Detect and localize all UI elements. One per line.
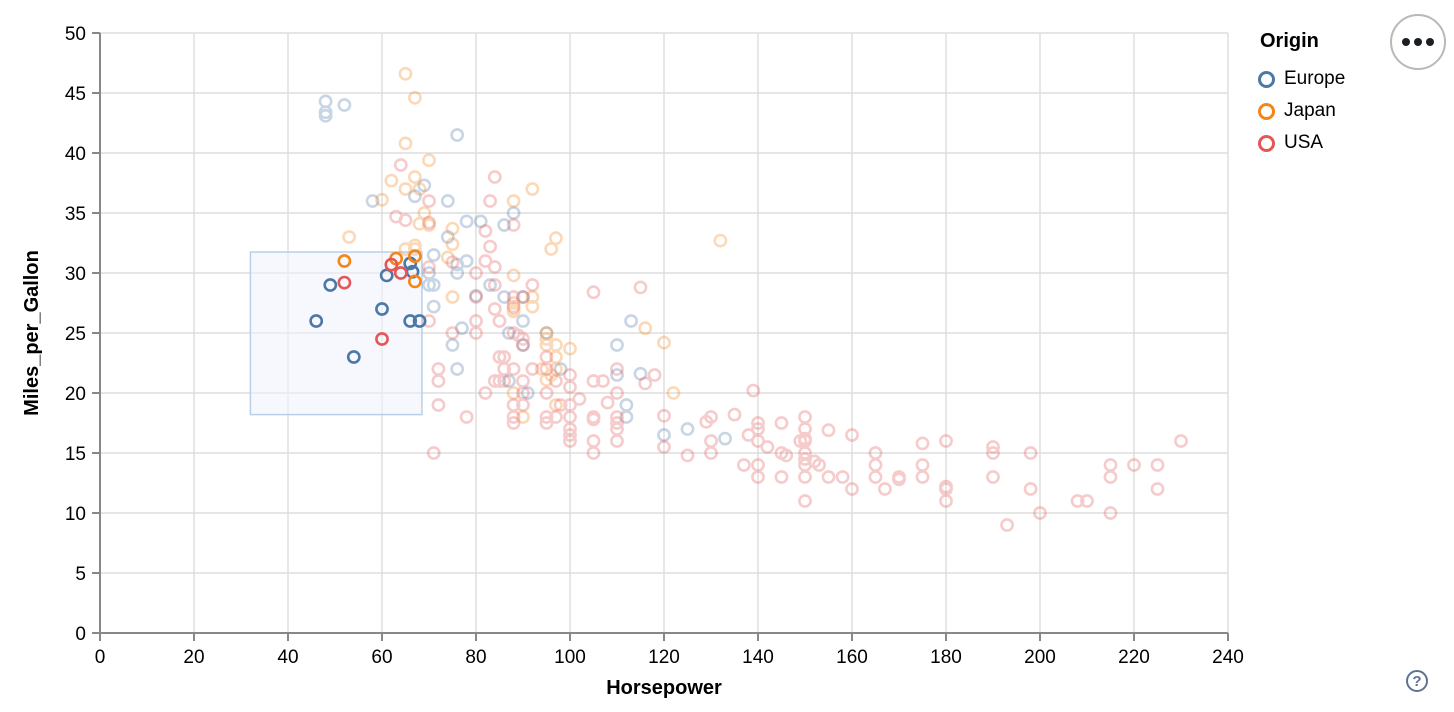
brush-selection[interactable]	[249, 251, 423, 416]
points-unselected-japan	[342, 66, 728, 424]
x-tick-label: 140	[742, 647, 774, 668]
legend-item-usa: USA	[1258, 127, 1345, 159]
ellipsis-icon	[1414, 38, 1422, 46]
x-axis-title: Horsepower	[606, 677, 722, 699]
legend-swatch-icon	[1258, 102, 1275, 120]
legend-label: USA	[1284, 132, 1324, 153]
points-unselected-usa	[389, 158, 1188, 532]
legend-item-japan: Japan	[1258, 95, 1345, 127]
legend-label: Japan	[1284, 100, 1336, 121]
x-tick-label: 120	[648, 647, 680, 668]
legend-items: Europe Japan USA	[1258, 63, 1345, 159]
legend-item-europe: Europe	[1258, 63, 1345, 95]
x-tick-label: 180	[930, 647, 962, 668]
points-selected-usa	[337, 257, 408, 346]
x-tick-label: 100	[554, 647, 586, 668]
y-tick-label: 45	[65, 84, 86, 105]
x-tick-label: 0	[95, 647, 106, 668]
x-tick-label: 160	[836, 647, 868, 668]
gridlines	[100, 32, 1229, 633]
ellipsis-icon	[1402, 38, 1410, 46]
x-tick-label: 20	[183, 647, 204, 668]
y-tick-label: 20	[65, 384, 86, 405]
x-tick-label: 240	[1212, 647, 1244, 668]
help-icon[interactable]: ?	[1406, 670, 1428, 692]
y-tick-label: 5	[75, 564, 86, 585]
legend-swatch-icon	[1258, 70, 1275, 88]
x-tick-label: 60	[371, 647, 392, 668]
points-unselected-europe	[318, 94, 732, 446]
y-tick-label: 40	[65, 144, 86, 165]
actions-menu-button[interactable]	[1390, 14, 1446, 70]
y-tick-label: 10	[65, 504, 86, 525]
y-tick-label: 15	[65, 444, 86, 465]
x-tick-label: 200	[1024, 647, 1056, 668]
legend-title: Origin	[1260, 30, 1319, 52]
y-tick-label: 50	[65, 24, 86, 45]
axes: 0 20 40 60 80 100 120 140 160 180 200 220 240 0 5 10 15 2…	[65, 24, 1244, 668]
y-tick-label: 0	[75, 624, 86, 645]
y-axis-title: Miles_per_Gallon	[21, 250, 43, 416]
legend: Origin Europe Japan USA	[1258, 30, 1345, 159]
ellipsis-icon	[1426, 38, 1434, 46]
x-tick-label: 220	[1118, 647, 1150, 668]
legend-swatch-icon	[1258, 134, 1275, 152]
x-tick-label: 40	[277, 647, 298, 668]
x-tick-label: 80	[465, 647, 486, 668]
y-tick-label: 30	[65, 264, 86, 285]
y-tick-label: 25	[65, 324, 86, 345]
y-tick-label: 35	[65, 204, 86, 225]
legend-label: Europe	[1284, 68, 1346, 89]
